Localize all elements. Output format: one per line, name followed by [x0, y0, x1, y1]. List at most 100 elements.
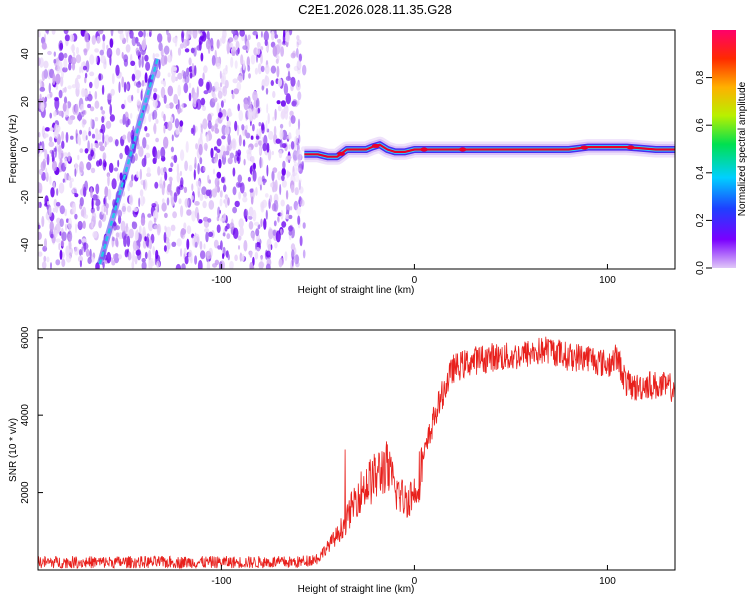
noise-speckle [232, 78, 238, 84]
noise-speckle [296, 149, 302, 161]
snr-xtick-label: -100 [211, 576, 231, 587]
noise-speckle [101, 205, 104, 215]
noise-speckle [107, 188, 112, 201]
noise-speckle [263, 30, 269, 42]
noise-speckle [82, 89, 88, 96]
noise-speckle [288, 120, 292, 128]
carrier-peak [458, 147, 467, 152]
noise-speckle [56, 188, 59, 196]
noise-speckle [296, 35, 300, 41]
noise-speckle [79, 129, 83, 135]
noise-speckle [79, 161, 84, 173]
noise-speckle [75, 223, 77, 234]
noise-speckle [202, 118, 208, 130]
noise-speckle [49, 112, 52, 119]
noise-speckle [96, 160, 101, 167]
noise-speckle [276, 100, 281, 105]
noise-speckle [46, 153, 50, 166]
noise-speckle [260, 46, 264, 51]
noise-speckle [131, 94, 134, 102]
noise-speckle [216, 102, 220, 115]
noise-speckle [184, 160, 189, 172]
noise-speckle [130, 60, 136, 66]
noise-speckle [292, 171, 296, 177]
chart-title: C2E1.2026.028.11.35.G28 [298, 2, 452, 17]
noise-speckle [214, 81, 220, 90]
noise-speckle [131, 260, 135, 269]
noise-speckle [213, 93, 217, 100]
noise-speckle [299, 186, 304, 194]
noise-speckle [298, 163, 304, 174]
noise-speckle [229, 152, 234, 159]
noise-speckle [65, 131, 69, 143]
noise-speckle [39, 93, 42, 101]
noise-speckle [44, 238, 47, 249]
noise-speckle [277, 105, 282, 112]
noise-speckle [164, 225, 167, 231]
noise-speckle [291, 256, 294, 267]
spectrogram-xtick-label: 0 [412, 275, 418, 286]
noise-speckle [41, 261, 47, 269]
noise-speckle [78, 249, 83, 256]
noise-speckle [234, 200, 240, 208]
noise-speckle [230, 56, 234, 68]
noise-speckle [217, 112, 223, 118]
noise-speckle [127, 131, 132, 143]
noise-speckle [298, 179, 301, 191]
noise-speckle [118, 254, 122, 260]
noise-speckle [226, 233, 231, 240]
noise-speckle [177, 47, 182, 56]
noise-speckle [85, 135, 88, 141]
noise-speckle [160, 80, 165, 85]
noise-speckle [268, 228, 274, 240]
noise-speckle [218, 261, 223, 269]
noise-speckle [144, 251, 148, 259]
noise-speckle [260, 65, 265, 73]
noise-speckle [68, 62, 72, 71]
noise-speckle [222, 253, 225, 260]
noise-speckle [265, 64, 270, 75]
noise-speckle [67, 117, 73, 125]
noise-speckle [293, 100, 299, 108]
noise-speckle [128, 228, 134, 239]
noise-speckle [279, 123, 284, 129]
noise-speckle [100, 106, 103, 111]
noise-speckle [58, 242, 61, 251]
noise-speckle [293, 65, 299, 72]
noise-speckle [53, 51, 56, 57]
noise-speckle [220, 82, 223, 88]
noise-speckle [68, 241, 72, 250]
noise-speckle [55, 238, 61, 243]
noise-speckle [164, 55, 168, 65]
noise-speckle [79, 148, 84, 154]
noise-speckle [300, 161, 304, 170]
noise-speckle [152, 99, 158, 108]
noise-speckle [99, 128, 104, 133]
noise-speckle [258, 122, 262, 127]
noise-speckle [82, 119, 87, 125]
noise-speckle [261, 85, 265, 91]
noise-speckle [297, 99, 300, 106]
noise-speckle [170, 224, 176, 232]
noise-speckle [238, 134, 242, 147]
noise-speckle [265, 263, 271, 269]
noise-speckle [87, 93, 93, 102]
noise-speckle [259, 146, 262, 155]
noise-speckle [82, 109, 87, 116]
noise-speckle [90, 167, 96, 174]
noise-speckle [214, 123, 218, 130]
noise-speckle [226, 145, 230, 155]
noise-speckle [265, 120, 268, 133]
noise-speckle [207, 231, 214, 237]
noise-speckle [199, 35, 204, 41]
noise-speckle [115, 225, 120, 231]
noise-speckle [249, 251, 253, 258]
noise-speckle [39, 81, 43, 88]
noise-speckle [277, 78, 283, 87]
noise-speckle [132, 240, 137, 251]
noise-speckle [156, 260, 161, 268]
noise-speckle [67, 151, 71, 162]
noise-speckle [157, 166, 161, 176]
noise-speckle [95, 133, 100, 141]
noise-speckle [291, 249, 295, 260]
